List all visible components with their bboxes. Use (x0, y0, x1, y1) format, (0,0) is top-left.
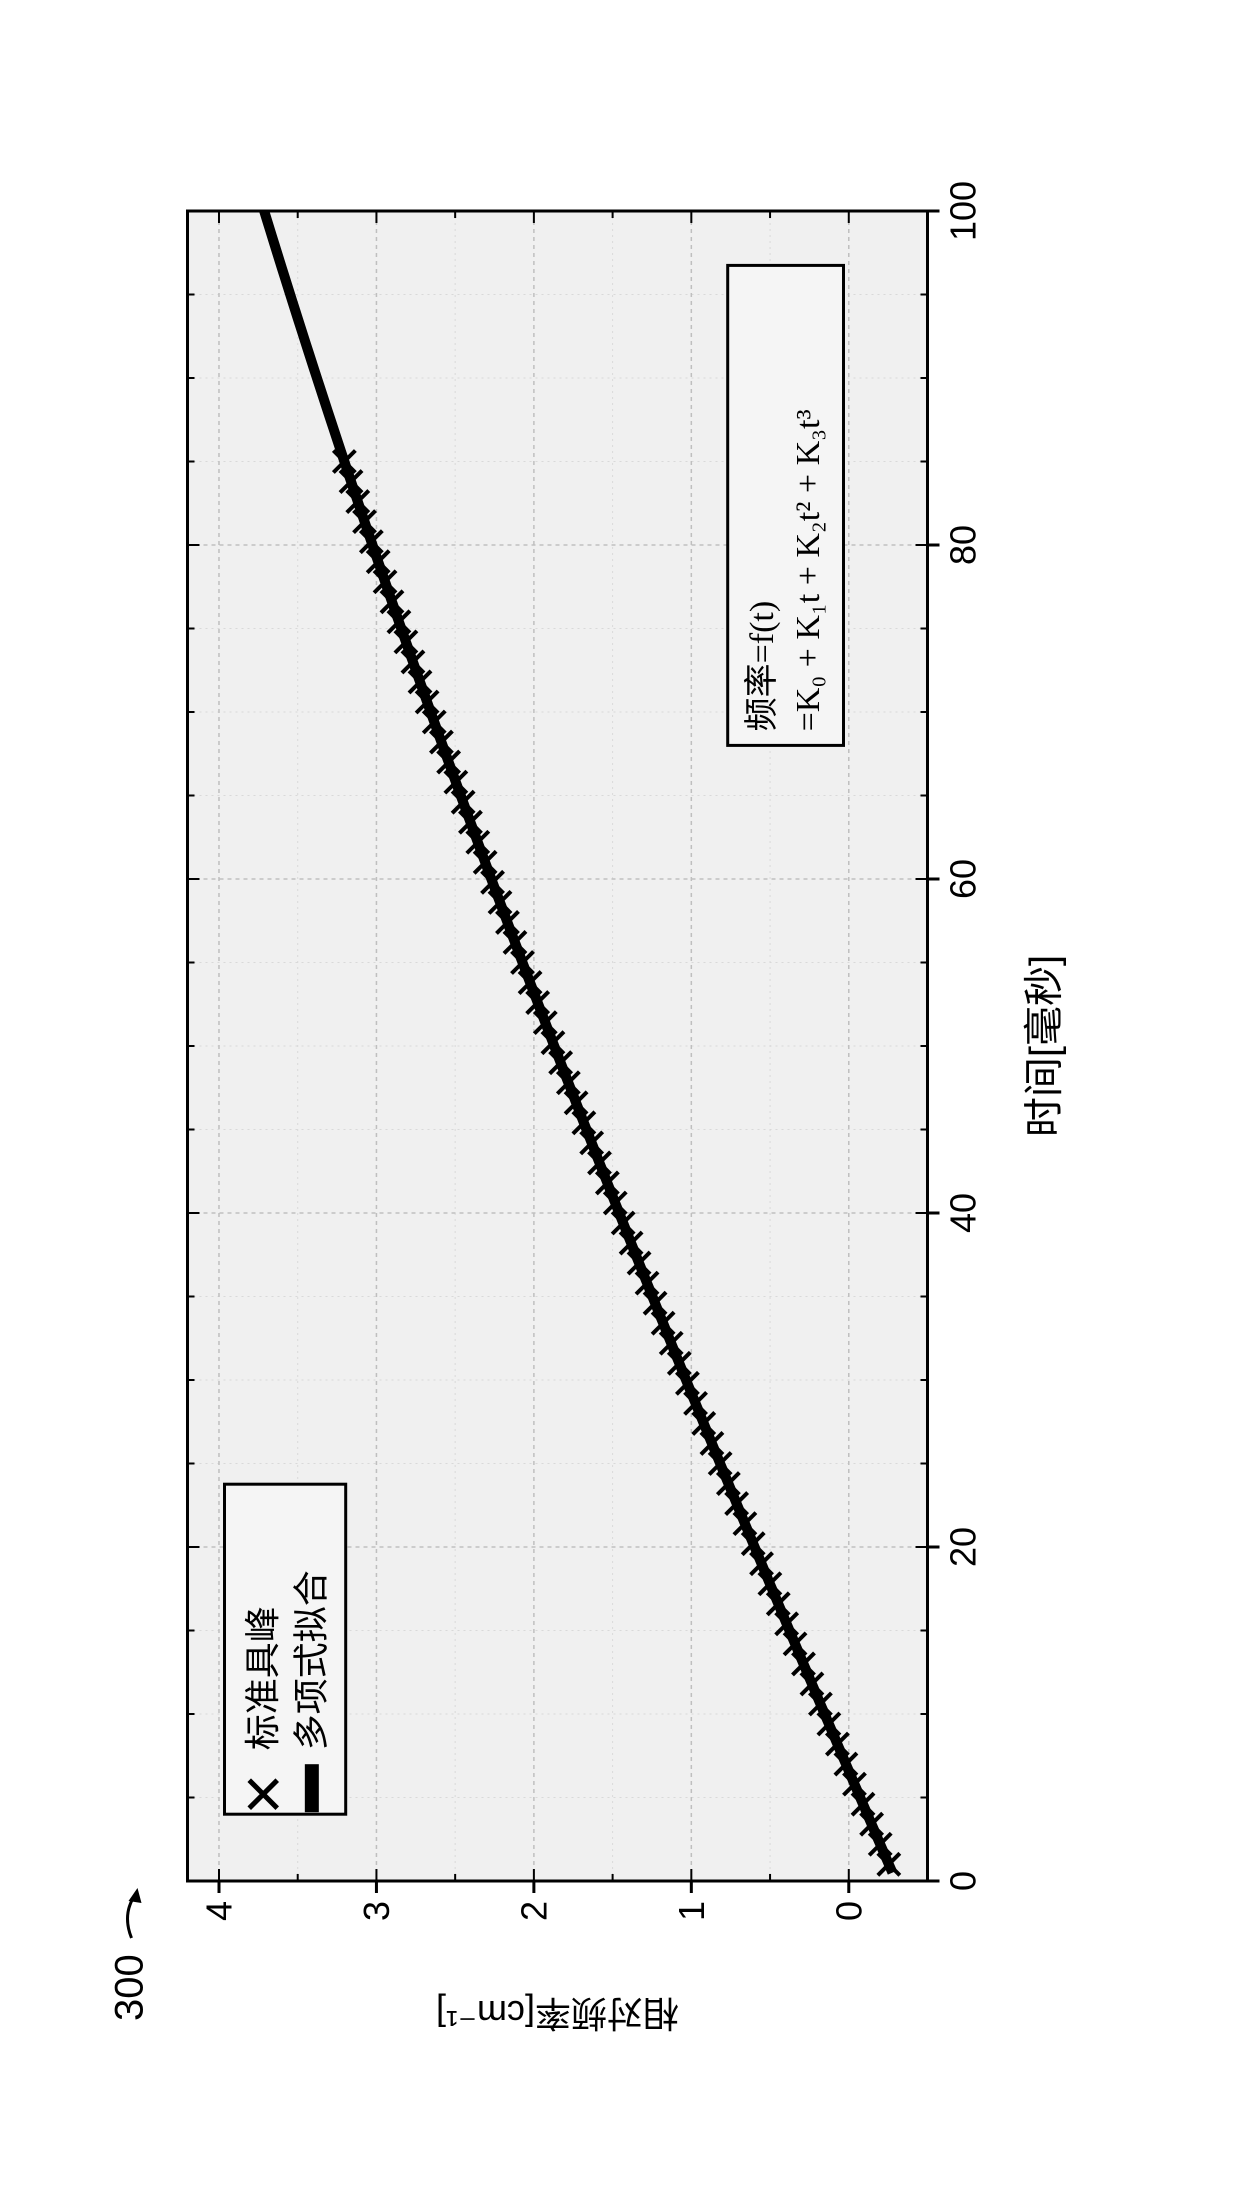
y-axis-label: 相对频率[cm⁻¹] (436, 1993, 679, 2034)
annotation-line: 频率=f(t) (743, 601, 781, 732)
y-tick-label: 2 (513, 1901, 554, 1921)
x-tick-label: 0 (943, 1871, 984, 1891)
x-tick-label: 20 (943, 1527, 984, 1567)
chart: 0 20 40 60 80 100 0 1 2 3 4 时间[毫秒] 相对频率[cm⁻¹] 标准具峰多项式… (148, 151, 1088, 2051)
figure-label: 300 (108, 1883, 153, 2021)
y-tick-label: 3 (356, 1901, 397, 1921)
rotated-container: 3 0 0 0 20 40 60 80 100 0 1 2 3 4 时间[毫秒] 相对频率[cm⁻¹] 标准具… (148, 151, 1093, 2051)
legend-item-label: 多项式拟合 (290, 1570, 331, 1750)
x-tick-label: 80 (943, 525, 984, 565)
annotation-line: =K₀ + K₁t + K₂t² + K₃t³ (790, 409, 827, 731)
page: 300 0 20 40 60 80 100 0 1 2 3 4 时间[毫秒] 相对频率[cm⁻¹] 标准具… (0, 0, 1240, 2202)
y-tick-label: 0 (828, 1901, 869, 1921)
y-tick-label: 4 (199, 1901, 240, 1921)
y-tick-label: 1 (671, 1901, 712, 1921)
figure-wrapper: 3 0 0 0 20 40 60 80 100 0 1 2 3 4 时间[毫秒] 相对频率[cm⁻¹] 标准具… (148, 151, 1093, 2051)
x-tick-label: 40 (943, 1193, 984, 1233)
x-tick-label: 60 (943, 859, 984, 899)
x-tick-label: 100 (943, 181, 984, 241)
legend-item-label: 标准具峰 (242, 1606, 283, 1750)
x-axis-label: 时间[毫秒] (1023, 955, 1067, 1137)
